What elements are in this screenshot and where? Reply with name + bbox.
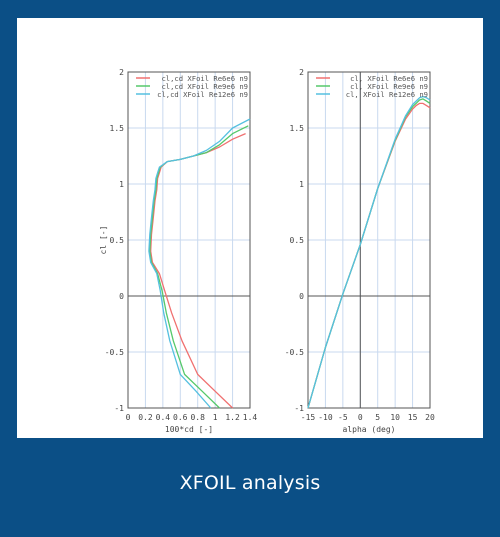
x-tick-label: -15 xyxy=(301,413,316,422)
figure-caption: XFOIL analysis xyxy=(179,472,321,494)
legend-label: cl, XFoil Re6e6 n9 xyxy=(350,74,428,83)
chart-panel-2: -1 -0.5 0 0.5 1 1.5 2 -15 -10 -5 0 5 10 15 20 alpha (de… xyxy=(285,68,435,434)
series-line-2 xyxy=(149,125,249,409)
y-tick-label: 1 xyxy=(299,180,304,189)
caption-bar: XFOIL analysis xyxy=(9,438,491,528)
y-tick-label: -1 xyxy=(114,404,124,413)
x-tick-label: -10 xyxy=(318,413,333,422)
x-tick-label: 1 xyxy=(213,413,218,422)
x-tick-label: 0.8 xyxy=(190,413,205,422)
y-tick-label: 2 xyxy=(119,68,124,77)
series-line-3 xyxy=(307,95,431,409)
legend-label: cl,cd XFoil Re9e6 n9 xyxy=(161,82,248,91)
figure-area: -1 -0.5 0 0.5 1 1.5 2 0 0.2 0.4 0.6 0.8 1 1.2 1.4 100*c… xyxy=(17,18,483,438)
x-tick-label: 5 xyxy=(375,413,380,422)
chart-panel-1: -1 -0.5 0 0.5 1 1.5 2 0 0.2 0.4 0.6 0.8 1 1.2 1.4 100*c… xyxy=(99,68,257,434)
x-tick-label: 0 xyxy=(358,413,363,422)
y-tick-label: 2 xyxy=(299,68,304,77)
plot-frame xyxy=(127,71,251,409)
legend-label: cl,cd XFoil Re6e6 n9 xyxy=(161,74,248,83)
x-tick-label: 10 xyxy=(390,413,400,422)
series-line-1 xyxy=(307,102,431,409)
x-tick-label: 0.2 xyxy=(138,413,153,422)
x-tick-label: 20 xyxy=(425,413,435,422)
y-tick-label: 1.5 xyxy=(290,124,305,133)
charts-svg: -1-0.500.511.520 0.2 0.4 0.6 0.8 1 1.2 1.4100*c… xyxy=(99,68,435,434)
y-tick-label: 1 xyxy=(119,180,124,189)
y-axis-label: cl [-] xyxy=(99,226,108,255)
x-tick-label: 0 xyxy=(126,413,131,422)
x-tick-label: 0.6 xyxy=(173,413,188,422)
x-tick-label: 1.2 xyxy=(225,413,240,422)
y-tick-label: 0.5 xyxy=(110,236,125,245)
legend-label: cl, XFoil Re9e6 n9 xyxy=(350,82,428,91)
legend-label: cl, XFoil Re12e6 n9 xyxy=(346,90,428,99)
x-axis-label: 100*cd [-] xyxy=(165,425,213,434)
x-tick-label: 0.4 xyxy=(156,413,171,422)
series-line-2 xyxy=(307,98,431,409)
x-tick-label: 1.4 xyxy=(243,413,258,422)
y-tick-label: 0.5 xyxy=(290,236,305,245)
y-tick-label: 0 xyxy=(119,292,124,301)
y-tick-label: -0.5 xyxy=(105,348,124,357)
series-line-3 xyxy=(148,118,251,409)
y-tick-label: -1 xyxy=(294,404,304,413)
plot-frame xyxy=(307,71,431,409)
x-tick-label: -5 xyxy=(338,413,348,422)
x-tick-label: 15 xyxy=(408,413,418,422)
y-tick-label: -0.5 xyxy=(285,348,304,357)
x-axis-label: alpha (deg) xyxy=(343,425,396,434)
y-tick-label: 0 xyxy=(299,292,304,301)
figure-frame: -1 -0.5 0 0.5 1 1.5 2 0 0.2 0.4 0.6 0.8 1 1.2 1.4 100*c… xyxy=(9,10,491,528)
y-tick-label: 1.5 xyxy=(110,124,125,133)
legend-label: cl,cd XFoil Re12e6 n9 xyxy=(157,90,248,99)
